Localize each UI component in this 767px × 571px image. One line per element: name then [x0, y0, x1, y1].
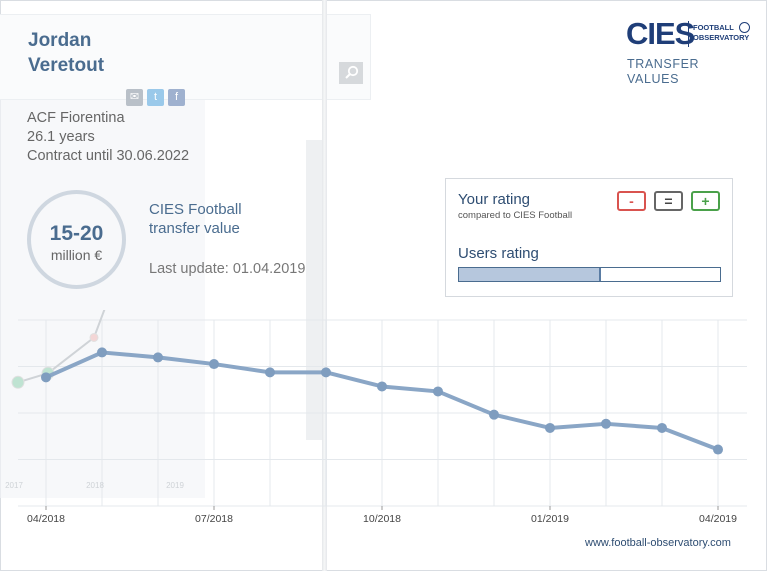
- last-update: Last update: 01.04.2019: [149, 261, 306, 277]
- ghost-series-point: [11, 375, 25, 389]
- mail-share-icon[interactable]: ✉: [126, 89, 143, 106]
- series-point: [153, 352, 163, 363]
- website-link[interactable]: www.football-observatory.com: [585, 537, 731, 549]
- series-point: [489, 409, 499, 420]
- rating-plus-button[interactable]: +: [691, 191, 720, 211]
- x-tick-label: 01/2019: [531, 513, 569, 525]
- transfer-value-chart: 2017 2018 2019 04/2018 07/2018 10/2018 01/2019…: [5, 310, 747, 525]
- compared-label: compared to CIES Football: [458, 210, 573, 221]
- logo-separator: [688, 21, 689, 47]
- page-divider: [322, 0, 327, 571]
- series-point: [265, 367, 275, 378]
- users-rating-bar: [458, 267, 721, 282]
- series-point: [433, 386, 443, 397]
- logo-subtitle: FOOTBALL OBSERVATORY: [693, 23, 753, 43]
- tagline-line1: TRANSFER: [627, 57, 700, 71]
- series-point: [97, 347, 107, 358]
- series-point: [321, 367, 331, 378]
- player-club: ACF Fiorentina: [27, 110, 125, 126]
- users-rating-marker: [598, 268, 601, 281]
- x-tick-label: 10/2018: [363, 513, 401, 525]
- series-point: [657, 422, 667, 433]
- transfer-value-title: CIES Football transfer value: [149, 201, 242, 237]
- search-icon[interactable]: [339, 62, 363, 84]
- player-contract: Contract until 30.06.2022: [27, 148, 190, 164]
- rating-panel: Your rating compared to CIES Football - …: [445, 178, 733, 297]
- ghost-tick-label: 2017: [5, 481, 23, 490]
- transfer-value-circle: 15-20 million €: [27, 190, 126, 289]
- series-point: [713, 444, 723, 455]
- football-icon: [739, 22, 750, 33]
- x-tick-label: 04/2019: [699, 513, 737, 525]
- background-scrollbar: [306, 140, 322, 440]
- users-rating-label: Users rating: [458, 245, 539, 262]
- series-point: [377, 381, 387, 392]
- ghost-series-line: [17, 310, 106, 384]
- users-rating-fill: [459, 268, 600, 281]
- logo-subtitle-line2: OBSERVATORY: [693, 33, 750, 42]
- transfer-value-unit: million €: [50, 247, 103, 263]
- rating-minus-button[interactable]: -: [617, 191, 646, 211]
- series-point: [601, 418, 611, 429]
- ghost-series-point: [89, 332, 99, 342]
- transfer-value: 15-20: [49, 222, 104, 245]
- ghost-tick-label: 2018: [86, 481, 104, 490]
- logo-main-text: CIES: [626, 16, 695, 51]
- player-age: 26.1 years: [27, 129, 95, 145]
- x-tick-label: 04/2018: [27, 513, 65, 525]
- background-header-box: [0, 14, 371, 100]
- tagline-line2: VALUES: [627, 72, 680, 86]
- series-point: [41, 372, 51, 383]
- series-point: [209, 359, 219, 370]
- logo-subtitle-line1: FOOTBALL: [693, 23, 734, 32]
- twitter-share-icon[interactable]: t: [147, 89, 164, 106]
- ghost-tick-label: 2019: [166, 481, 184, 490]
- your-rating-label: Your rating: [458, 191, 530, 208]
- series-point: [545, 422, 555, 433]
- rating-equal-button[interactable]: =: [654, 191, 683, 211]
- x-tick-label: 07/2018: [195, 513, 233, 525]
- transfer-values-label: TRANSFER VALUES: [627, 57, 717, 87]
- player-name: Jordan Veretout: [28, 30, 105, 76]
- facebook-share-icon[interactable]: f: [168, 89, 185, 106]
